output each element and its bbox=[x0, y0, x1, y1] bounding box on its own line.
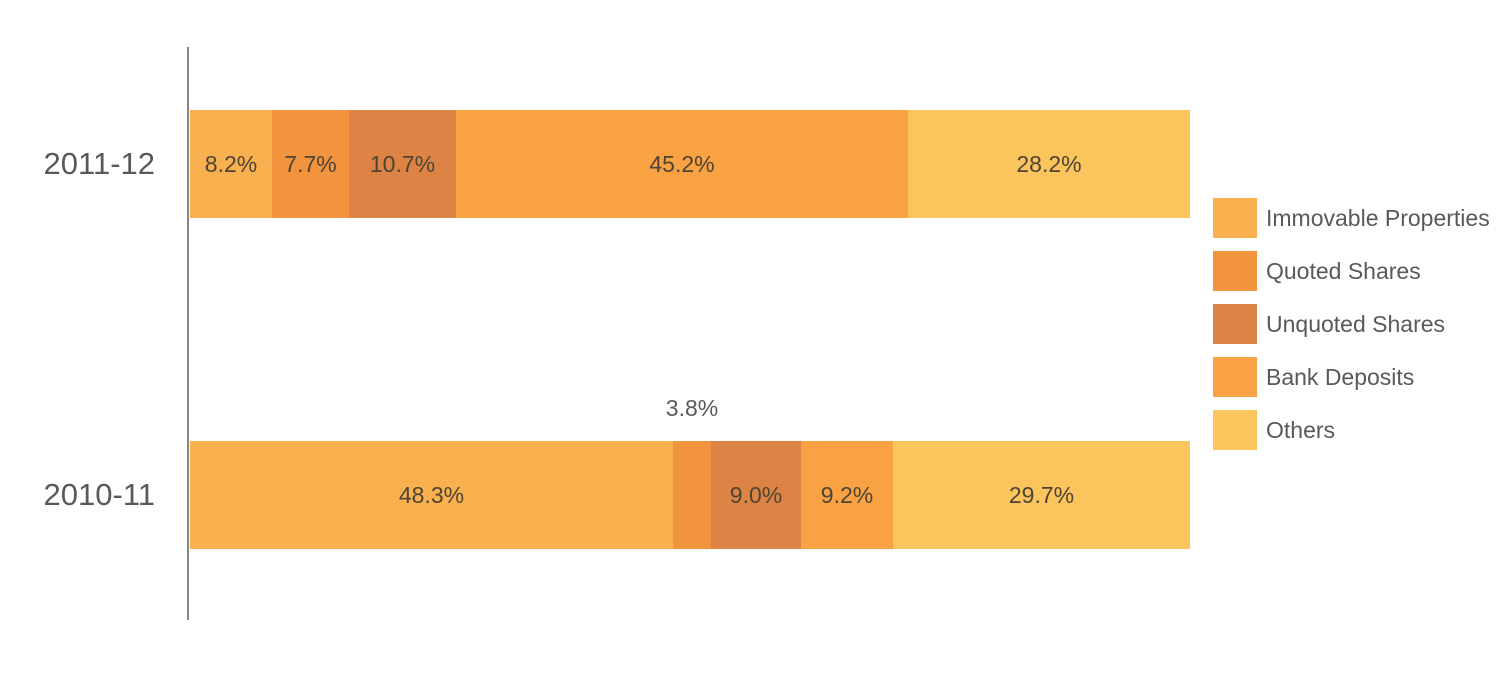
segment-bank-deposits: 9.2% bbox=[801, 441, 893, 549]
segment-value-label: 45.2% bbox=[649, 150, 715, 177]
legend-swatch-immovable-properties bbox=[1213, 198, 1257, 238]
segment-value-label: 48.3% bbox=[398, 481, 465, 508]
category-label-2011-12: 2011-12 bbox=[43, 146, 155, 181]
segment-immovable-properties: 8.2% bbox=[190, 110, 272, 218]
segment-quoted-shares: 7.7% bbox=[272, 110, 349, 218]
legend-label: Others bbox=[1266, 416, 1336, 443]
legend-label: Quoted Shares bbox=[1266, 257, 1421, 284]
segment-value-label: 3.8% bbox=[665, 395, 719, 421]
segment-immovable-properties: 48.3% bbox=[190, 441, 673, 549]
segment-unquoted-shares: 9.0% bbox=[711, 441, 801, 549]
segment-others: 29.7% bbox=[893, 441, 1190, 549]
y-axis-line bbox=[187, 47, 189, 620]
stacked-bar-2011-12: 8.2% 7.7% 10.7% 45.2% 28.2% bbox=[190, 110, 1190, 218]
segment-quoted-shares bbox=[673, 441, 711, 549]
legend-swatch-bank-deposits bbox=[1213, 357, 1257, 397]
category-label-2010-11: 2010-11 bbox=[43, 477, 155, 512]
legend: Immovable Properties Quoted Shares Unquote… bbox=[1213, 198, 1490, 463]
segment-value-label: 10.7% bbox=[369, 150, 436, 177]
segment-others: 28.2% bbox=[908, 110, 1190, 218]
segment-value-label: 9.0% bbox=[729, 481, 783, 508]
segment-value-label: 7.7% bbox=[284, 150, 337, 177]
legend-item-unquoted-shares: Unquoted Shares bbox=[1213, 304, 1490, 344]
segment-bank-deposits: 45.2% bbox=[456, 110, 908, 218]
segment-value-label: 8.2% bbox=[204, 150, 258, 177]
segment-value-label: 28.2% bbox=[1016, 150, 1082, 177]
legend-item-others: Others bbox=[1213, 410, 1490, 450]
segment-value-label: 9.2% bbox=[820, 481, 874, 508]
stacked-bar-2010-11: 48.3% 3.8% 9.0% 9.2% 29.7% bbox=[190, 395, 1190, 549]
legend-item-quoted-shares: Quoted Shares bbox=[1213, 251, 1490, 291]
legend-item-bank-deposits: Bank Deposits bbox=[1213, 357, 1490, 397]
segment-unquoted-shares: 10.7% bbox=[349, 110, 456, 218]
legend-label: Unquoted Shares bbox=[1266, 310, 1446, 337]
legend-swatch-unquoted-shares bbox=[1213, 304, 1257, 344]
legend-swatch-quoted-shares bbox=[1213, 251, 1257, 291]
legend-label: Bank Deposits bbox=[1266, 363, 1415, 390]
legend-swatch-others bbox=[1213, 410, 1257, 450]
legend-label: Immovable Properties bbox=[1266, 204, 1490, 231]
legend-item-immovable-properties: Immovable Properties bbox=[1213, 198, 1490, 238]
segment-value-label: 29.7% bbox=[1008, 481, 1075, 508]
